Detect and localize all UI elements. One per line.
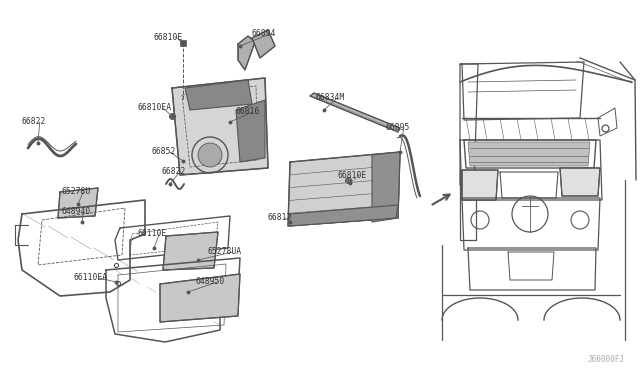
- Text: 66894: 66894: [252, 29, 276, 38]
- Text: 648950: 648950: [196, 278, 225, 286]
- Polygon shape: [462, 170, 498, 200]
- Text: 66810E: 66810E: [154, 32, 183, 42]
- Polygon shape: [163, 232, 218, 270]
- Text: 66110E: 66110E: [138, 230, 167, 238]
- Text: 66810EA: 66810EA: [138, 103, 172, 112]
- Polygon shape: [288, 152, 400, 226]
- Text: J66000FJ: J66000FJ: [588, 356, 625, 365]
- Text: 66834M: 66834M: [316, 93, 345, 103]
- Text: 66822: 66822: [22, 118, 46, 126]
- Polygon shape: [238, 36, 255, 70]
- Text: 65278U: 65278U: [62, 187, 92, 196]
- Polygon shape: [468, 142, 590, 166]
- Circle shape: [198, 143, 222, 167]
- Text: 66810E: 66810E: [338, 170, 367, 180]
- Text: 66852: 66852: [152, 148, 177, 157]
- Polygon shape: [290, 205, 398, 226]
- Text: 648940: 648940: [62, 208, 92, 217]
- Polygon shape: [252, 30, 275, 58]
- Polygon shape: [172, 78, 268, 175]
- Polygon shape: [372, 152, 400, 222]
- Text: 65278UA: 65278UA: [208, 247, 242, 257]
- Text: 66110EA: 66110EA: [74, 273, 108, 282]
- Polygon shape: [560, 168, 600, 196]
- Text: 66895: 66895: [386, 124, 410, 132]
- Polygon shape: [160, 274, 240, 322]
- Text: 66816: 66816: [235, 108, 259, 116]
- Text: 66822: 66822: [162, 167, 186, 176]
- Text: 66817: 66817: [268, 214, 292, 222]
- Polygon shape: [310, 93, 400, 132]
- Polygon shape: [58, 188, 98, 218]
- Polygon shape: [236, 100, 265, 162]
- Polygon shape: [185, 80, 252, 110]
